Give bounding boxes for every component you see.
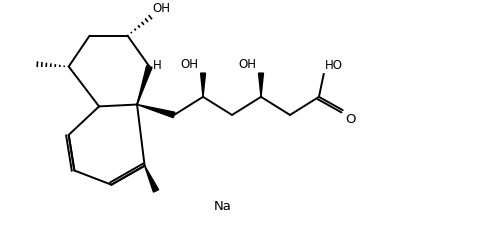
Text: H: H bbox=[153, 59, 162, 72]
Polygon shape bbox=[258, 73, 264, 97]
Polygon shape bbox=[137, 66, 152, 105]
Text: HO: HO bbox=[324, 59, 342, 72]
Text: Na: Na bbox=[214, 200, 232, 213]
Polygon shape bbox=[144, 166, 158, 192]
Text: OH: OH bbox=[238, 58, 256, 71]
Text: OH: OH bbox=[181, 58, 199, 71]
Polygon shape bbox=[137, 105, 175, 118]
Polygon shape bbox=[200, 73, 205, 97]
Text: O: O bbox=[345, 113, 356, 126]
Text: OH: OH bbox=[152, 2, 170, 15]
